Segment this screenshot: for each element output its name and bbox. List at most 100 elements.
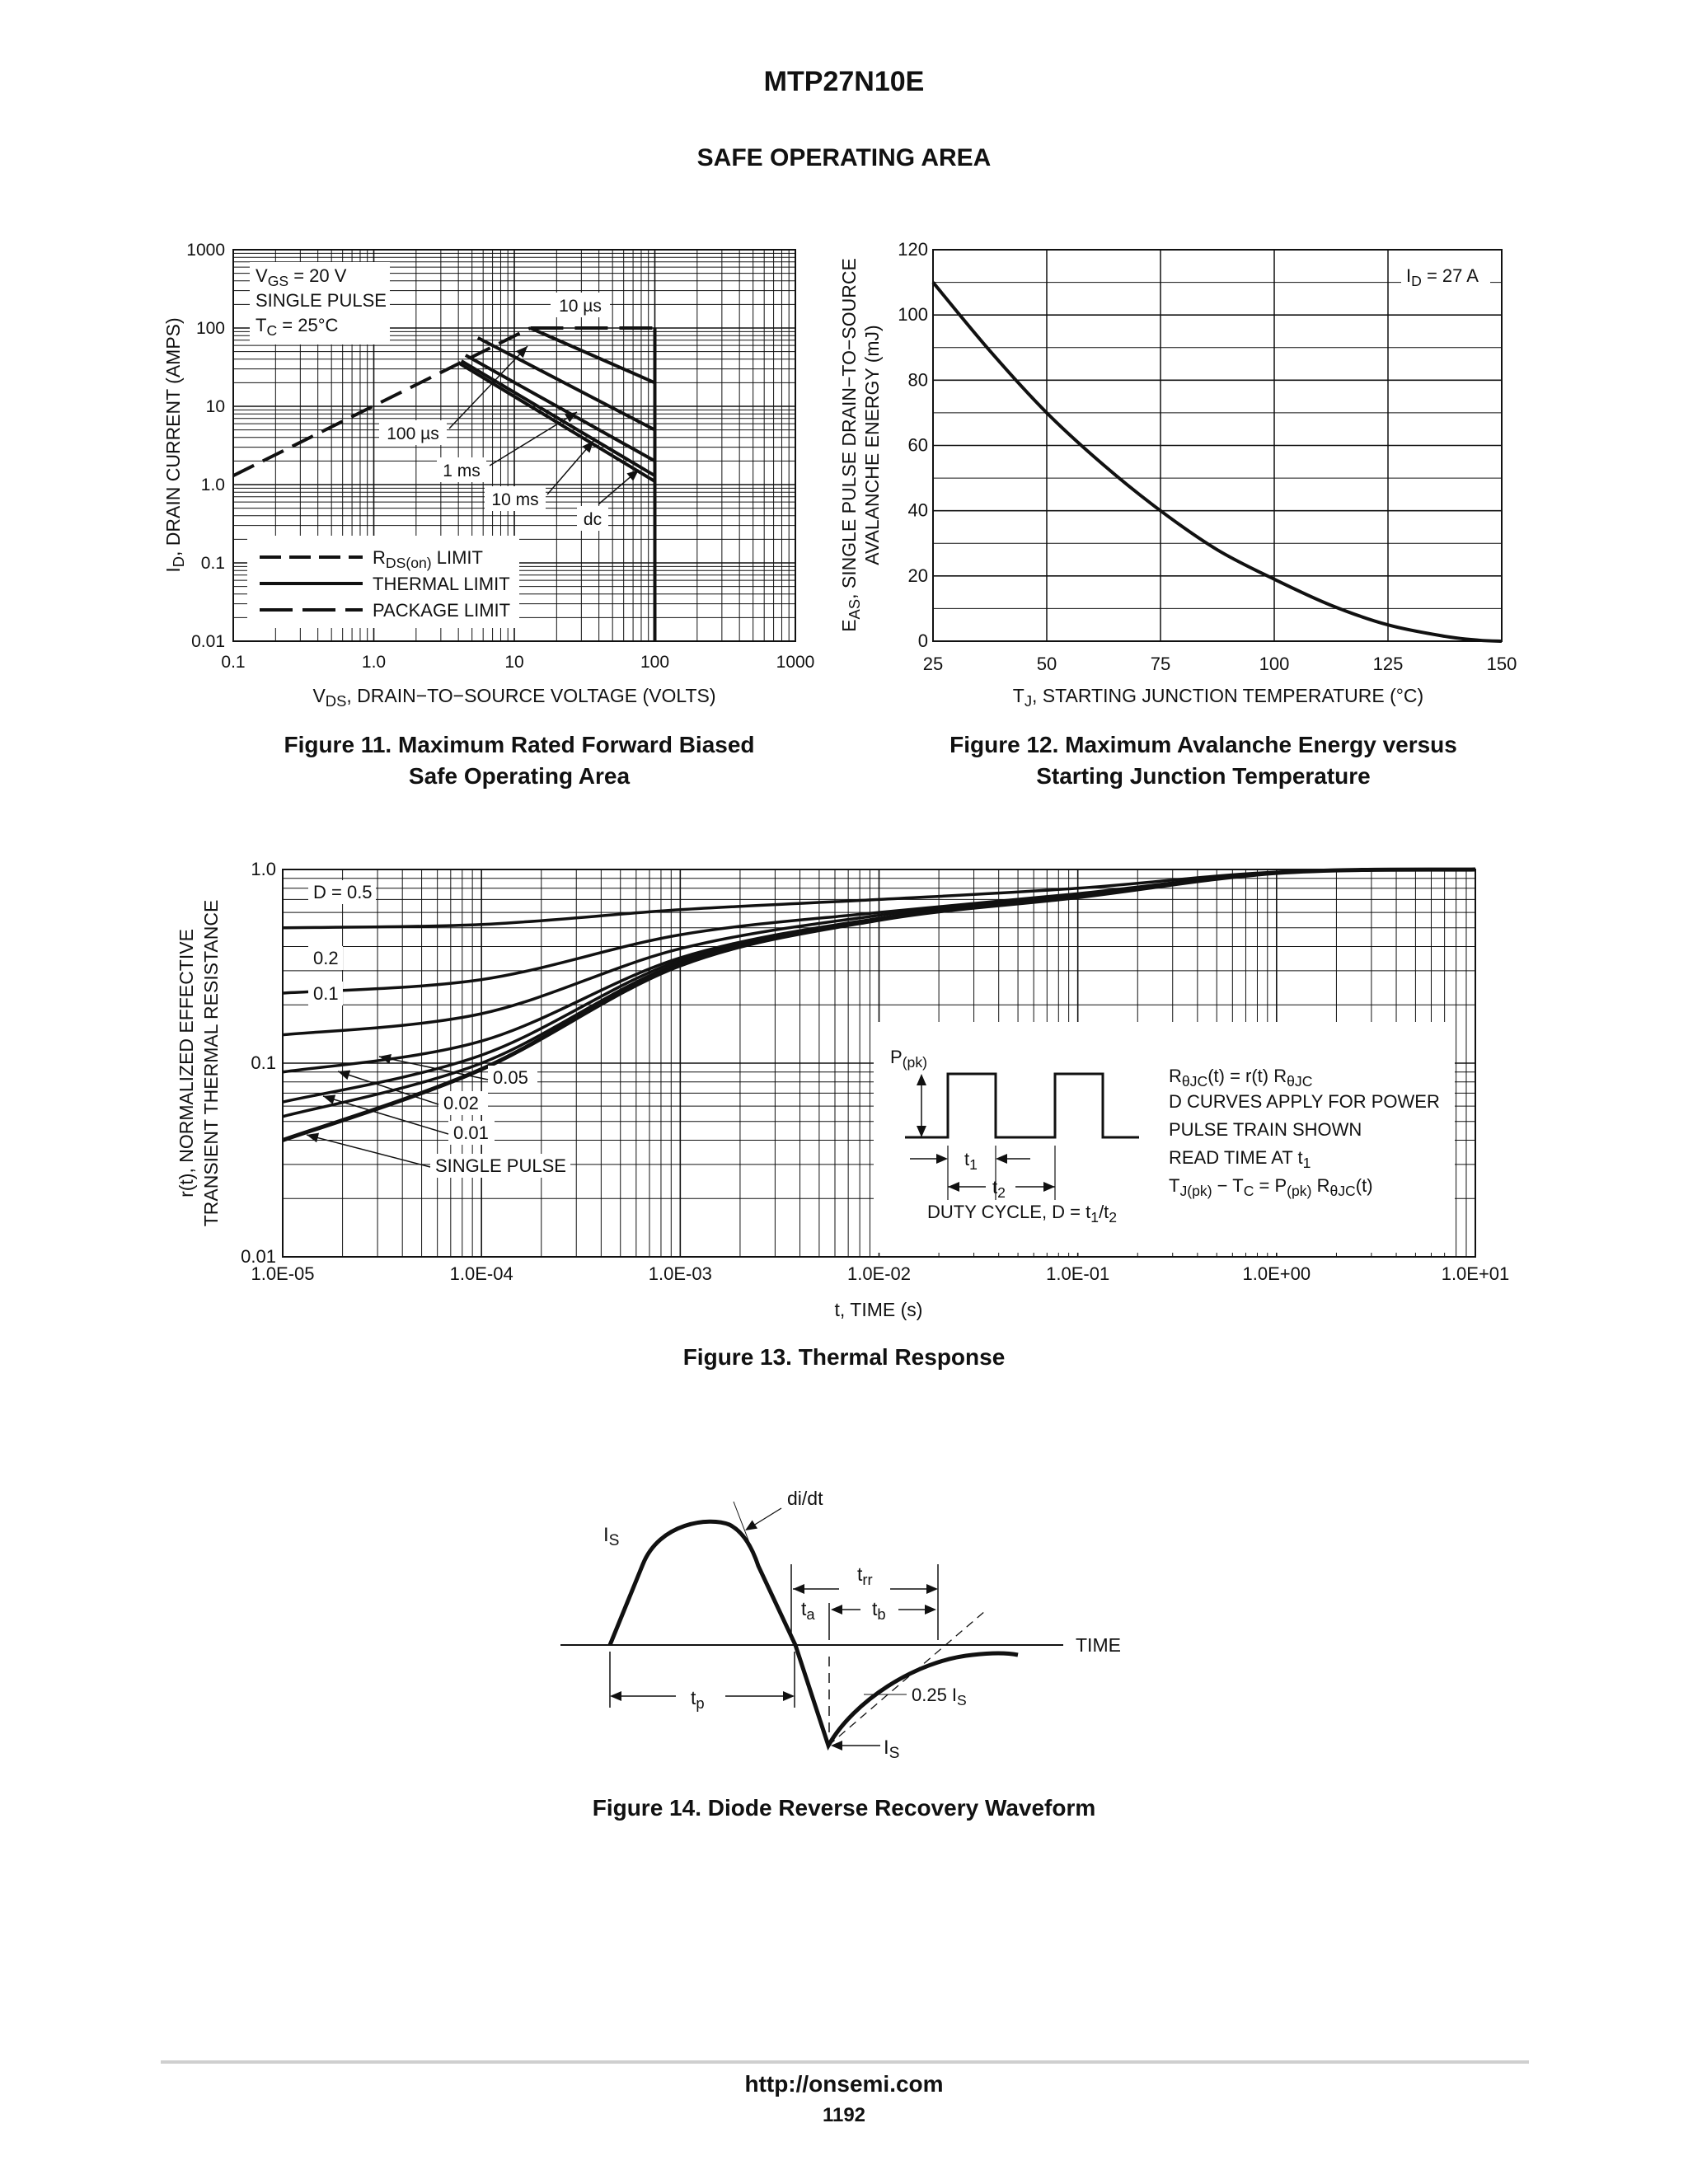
fig11-legend-rds-label-part: LIMIT bbox=[432, 547, 483, 568]
fig11-legend-package-label: PACKAGE LIMIT bbox=[373, 600, 510, 621]
fig12-xtick: 150 bbox=[1487, 654, 1517, 674]
fig12-ylabel-line1-part: AS bbox=[846, 599, 863, 620]
fig12-caption-line1: Figure 12. Maximum Avalanche Energy vers… bbox=[950, 732, 1457, 757]
fig13-inset-note5-part: θJC bbox=[1329, 1183, 1356, 1199]
fig11-ann-10us: 10 µs bbox=[559, 297, 602, 316]
fig11-ann-1ms-arrow bbox=[564, 412, 577, 423]
fig14-quarter-is-part: S bbox=[957, 1692, 967, 1708]
fig13-inset-t1-arrow bbox=[936, 1154, 948, 1164]
fig11-legend-rds-label: RDS(on) LIMIT bbox=[373, 547, 483, 571]
section-title: SAFE OPERATING AREA bbox=[696, 144, 992, 171]
fig13-inset-note1-part: R bbox=[1169, 1066, 1182, 1086]
fig11-series-line bbox=[232, 326, 532, 477]
fig11-condition-tc-part: = 25°C bbox=[277, 315, 338, 335]
fig13-xtick: 1.0E+01 bbox=[1442, 1263, 1510, 1284]
fig12-annotation-box bbox=[1401, 260, 1490, 288]
fig14-quarter-is: 0.25 IS bbox=[912, 1685, 967, 1708]
fig14-trr-label-part: rr bbox=[862, 1571, 872, 1588]
fig12-annotation-part: I bbox=[1406, 265, 1411, 286]
fig13-caption: Figure 13. Thermal Response bbox=[682, 1344, 1006, 1370]
fig13-inset-t1-part: t bbox=[964, 1149, 969, 1169]
footer-page-number: 1192 bbox=[822, 2104, 866, 2126]
fig13-inset-ppk: P(pk) bbox=[890, 1047, 927, 1071]
fig11-condition-tc: TC = 25°C bbox=[256, 315, 339, 339]
fig13-inset-note5-part: C bbox=[1244, 1183, 1254, 1199]
fig13-label-box bbox=[488, 1066, 537, 1090]
fig13-inset-note5-part: − T bbox=[1212, 1175, 1244, 1196]
fig13-xtick: 1.0E-03 bbox=[649, 1263, 712, 1284]
fig14-tb-arrow bbox=[831, 1605, 842, 1615]
fig13-inset-duty-cycle-part: /t bbox=[1099, 1202, 1109, 1222]
fig12-xlabel-part: , STARTING JUNCTION TEMPERATURE (°C) bbox=[1032, 685, 1423, 706]
fig14-di-dt: di/dt bbox=[787, 1488, 823, 1509]
fig12-ytick: 100 bbox=[898, 304, 928, 325]
fig11-ytick: 0.01 bbox=[191, 632, 225, 651]
fig14-ta-label-part: t bbox=[801, 1598, 807, 1619]
fig11-condition-vgs: VGS = 20 V bbox=[256, 265, 347, 289]
fig14-is-top-part: S bbox=[609, 1532, 620, 1549]
fig11-condition-vgs-part: = 20 V bbox=[288, 265, 347, 286]
fig14-quarter-is-part: 0.25 I bbox=[912, 1685, 957, 1705]
fig11-condition-vgs-part: V bbox=[256, 265, 268, 286]
fig13-inset-box bbox=[874, 1022, 1455, 1253]
fig13-inset-note5-part: R bbox=[1311, 1175, 1329, 1196]
fig13-label-arrow bbox=[307, 1132, 320, 1143]
fig12-frame bbox=[932, 249, 1503, 642]
fig11-xtick: 100 bbox=[640, 653, 669, 672]
fig11-xlabel-part: V bbox=[312, 685, 326, 706]
fig14-tp-label: tp bbox=[691, 1687, 705, 1712]
fig12-caption: Figure 12. Maximum Avalanche Energy vers… bbox=[907, 729, 1500, 792]
fig13-label-leader bbox=[337, 1071, 439, 1105]
fig13-series-curve bbox=[282, 867, 1476, 1142]
fig13-inset-t2: t2 bbox=[992, 1177, 1006, 1201]
fig11-ann-1ms-box bbox=[437, 457, 486, 482]
fig13-inset-ppk-part: (pk) bbox=[903, 1054, 927, 1071]
fig12-xtick: 25 bbox=[923, 654, 943, 674]
fig11-series-line bbox=[529, 326, 656, 385]
fig12-ytick: 20 bbox=[908, 565, 928, 586]
fig11-ylabel: ID, DRAIN CURRENT (AMPS) bbox=[162, 317, 187, 572]
fig11-ann-100us-box bbox=[379, 420, 447, 445]
fig11-caption-line2: Safe Operating Area bbox=[408, 763, 631, 789]
fig14-ta-label-part: a bbox=[806, 1605, 815, 1623]
fig12-xlabel-part: J bbox=[1025, 692, 1032, 710]
fig13-label-box bbox=[308, 880, 376, 904]
fig14-ta-label: ta bbox=[801, 1598, 815, 1623]
fig12-annotation: ID = 27 A bbox=[1406, 265, 1479, 289]
fig12-xtick: 100 bbox=[1259, 654, 1290, 674]
fig11-condition-vgs-part: GS bbox=[268, 273, 288, 289]
fig14-tb-label-part: t bbox=[872, 1598, 878, 1619]
fig13-label-box bbox=[308, 946, 343, 970]
fig12-ytick: 0 bbox=[918, 630, 928, 651]
fig14-trr-label-part: t bbox=[857, 1563, 863, 1585]
fig11-xtick: 0.1 bbox=[221, 653, 245, 672]
fig13-inset-note4: READ TIME AT t1 bbox=[1169, 1147, 1311, 1171]
footer-url[interactable]: http://onsemi.com bbox=[744, 2071, 944, 2097]
fig12-xtick: 125 bbox=[1373, 654, 1404, 674]
fig14-tp-label-part: t bbox=[691, 1687, 696, 1708]
fig11-series-line bbox=[464, 354, 656, 463]
fig14-is-bottom: IS bbox=[884, 1736, 899, 1762]
fig11-xtick: 1000 bbox=[776, 653, 815, 672]
fig14-is-top-part: I bbox=[603, 1524, 609, 1546]
fig13-inset-note5-part: = P bbox=[1254, 1175, 1287, 1196]
fig13-inset-note5-part: (t) bbox=[1356, 1175, 1373, 1196]
fig11-legend-rds-label-part: DS(on) bbox=[386, 555, 432, 571]
fig12-annotation-part: = 27 A bbox=[1422, 265, 1479, 286]
fig12-ylabel-line1: EAS, SINGLE PULSE DRAIN−TO−SOURCE bbox=[838, 258, 863, 632]
fig13-label-arrow bbox=[338, 1070, 351, 1080]
fig13-inset-t1: t1 bbox=[964, 1149, 978, 1173]
fig13-inset-note5-part: J(pk) bbox=[1179, 1183, 1212, 1199]
fig11-caption: Figure 11. Maximum Rated Forward Biased … bbox=[231, 729, 808, 792]
fig11-xlabel-part: , DRAIN−TO−SOURCE VOLTAGE (VOLTS) bbox=[346, 685, 715, 706]
fig13-inset-note1: RθJC(t) = r(t) RθJC bbox=[1169, 1066, 1313, 1090]
fig13-inset-duty-cycle: DUTY CYCLE, D = t1/t2 bbox=[927, 1202, 1117, 1226]
fig13-inset-note5: TJ(pk) − TC = P(pk) RθJC(t) bbox=[1169, 1175, 1373, 1199]
fig11-xlabel-part: DS bbox=[326, 692, 347, 710]
fig11-xtick: 1.0 bbox=[362, 653, 386, 672]
fig14-tp-arrow bbox=[610, 1691, 621, 1701]
fig13-xlabel: t, TIME (s) bbox=[835, 1299, 923, 1320]
fig14-di-dt-tangent bbox=[828, 1610, 986, 1746]
fig13-label-box bbox=[430, 1154, 570, 1178]
